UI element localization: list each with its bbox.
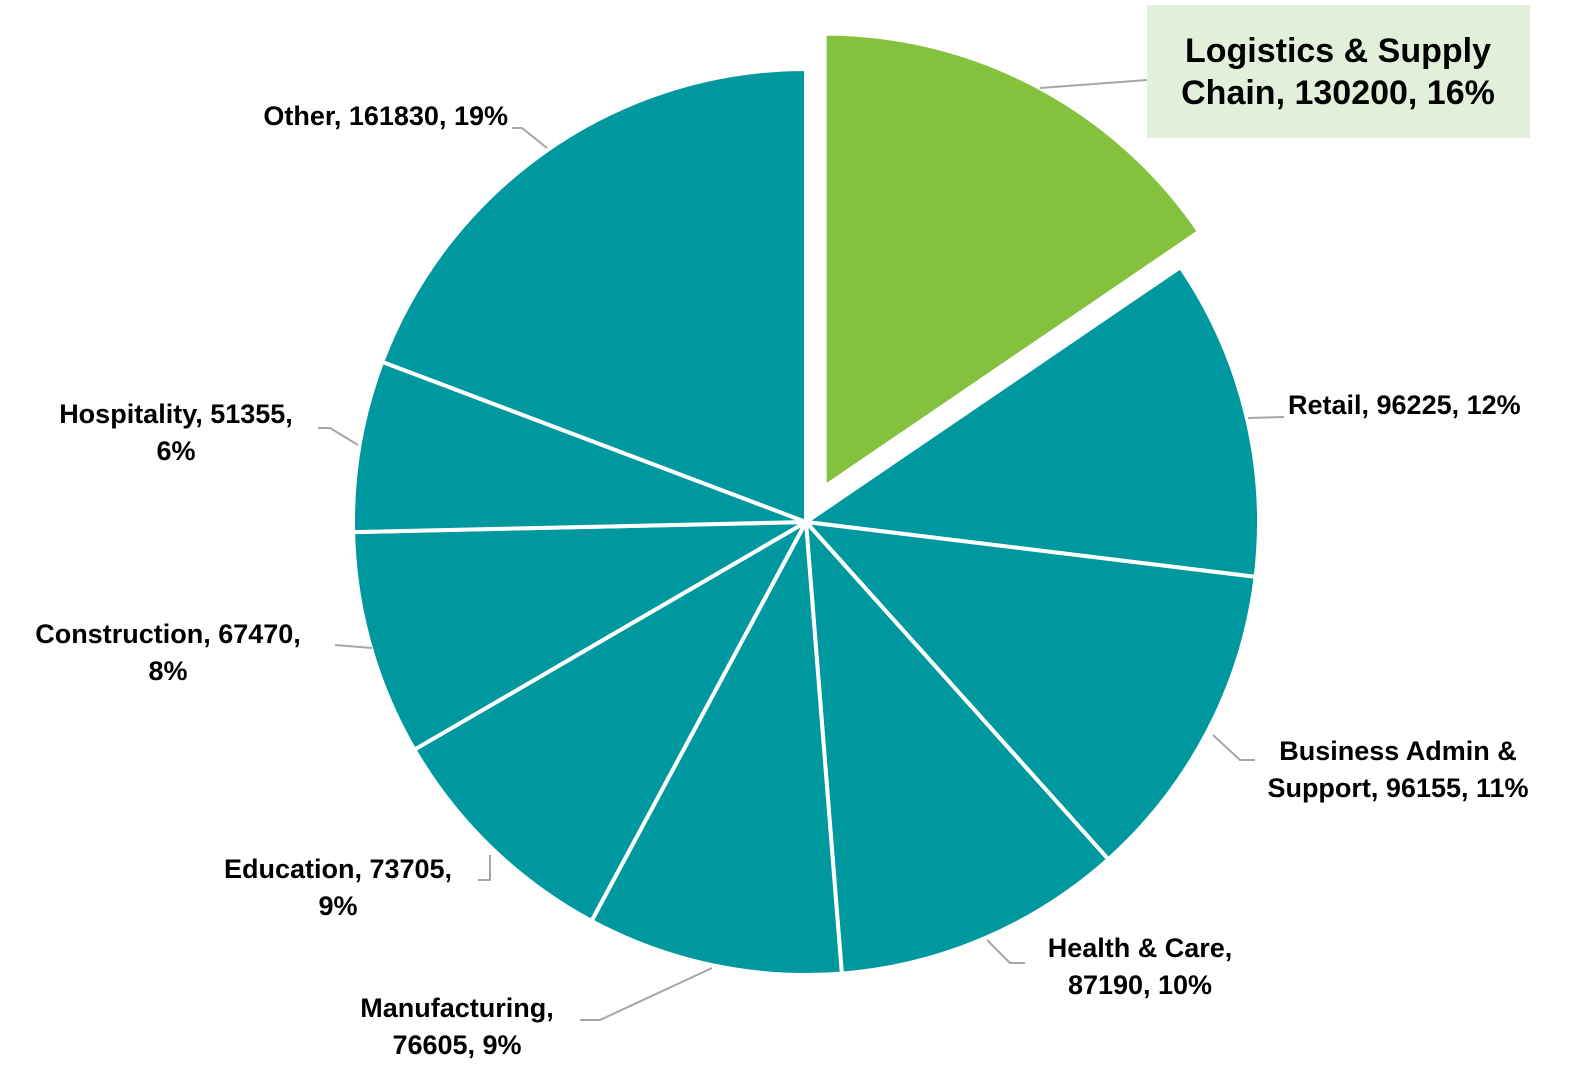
data-label: Other, 161830, 19% — [263, 101, 508, 131]
leader-line — [986, 939, 1025, 964]
label-line: 76605, 9% — [392, 1030, 521, 1060]
label-line: Hospitality, 51355, — [59, 399, 293, 429]
pie-slice — [803, 516, 1112, 976]
label-line: Manufacturing, — [360, 993, 554, 1023]
label-line: Education, 73705, — [224, 854, 452, 884]
pie-slice — [800, 519, 1258, 863]
data-label: Manufacturing, 76605, 9% — [360, 993, 554, 1060]
leader-line — [334, 644, 373, 649]
label-line: Retail, 96225, 12% — [1288, 390, 1521, 420]
leader-line — [512, 127, 548, 149]
pie-slice — [822, 31, 1202, 491]
label-line: Construction, 67470, — [35, 619, 301, 649]
label-line: Support, 96155, 11% — [1267, 773, 1528, 803]
label-line: 87190, 10% — [1068, 970, 1212, 1000]
label-box — [1147, 5, 1530, 138]
label-line: Chain, 130200, 16% — [1181, 74, 1495, 112]
label-line: 8% — [148, 656, 187, 686]
leader-line — [478, 855, 491, 881]
pie-slice — [588, 515, 844, 977]
data-label: Business Admin & Support, 96155, 11% — [1267, 736, 1528, 803]
data-label: Logistics & Supply Chain, 130200, 16% — [1181, 32, 1495, 112]
leader-line — [1039, 79, 1148, 89]
data-label: Construction, 67470, 8% — [35, 619, 301, 686]
data-label: Hospitality, 51355, 6% — [59, 399, 293, 466]
label-line: Business Admin & — [1279, 736, 1517, 766]
label-line: Health & Care, — [1048, 933, 1233, 963]
leader-line — [1247, 416, 1285, 419]
data-label: Education, 73705, 9% — [224, 854, 452, 921]
pie-slice — [351, 520, 808, 753]
data-label: Health & Care, 87190, 10% — [1048, 933, 1233, 1000]
pie-slice — [411, 516, 812, 924]
pie-slice — [800, 264, 1261, 580]
label-line: 6% — [156, 436, 195, 466]
label-line: Logistics & Supply — [1185, 32, 1491, 70]
leader-line — [580, 967, 713, 1021]
leader-line — [1212, 734, 1255, 761]
pie-slice — [379, 66, 808, 525]
label-line: 9% — [318, 891, 357, 921]
pie-slice — [351, 359, 807, 535]
label-line: Other, 161830, 19% — [263, 101, 508, 131]
leader-line — [318, 427, 359, 446]
data-label: Retail, 96225, 12% — [1288, 390, 1521, 420]
